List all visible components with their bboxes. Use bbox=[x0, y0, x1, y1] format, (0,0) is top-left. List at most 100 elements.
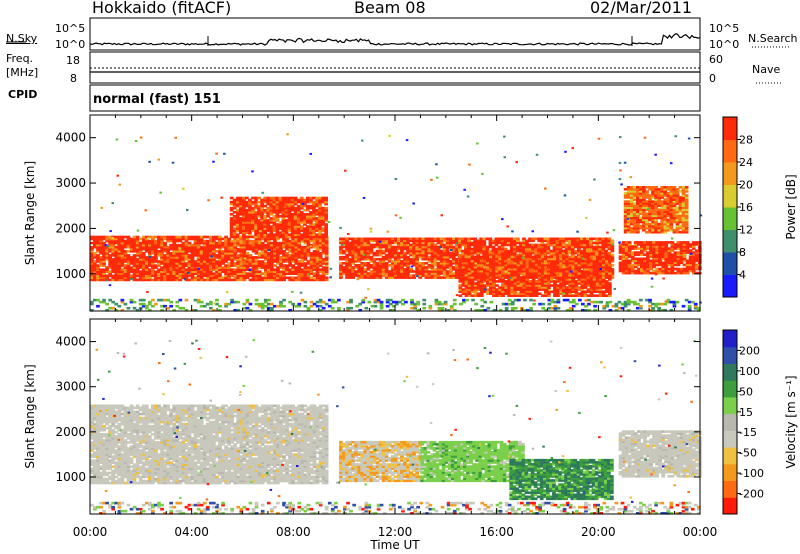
heatmap-cell bbox=[369, 264, 374, 267]
heatmap-cell bbox=[190, 260, 195, 263]
heatmap-cell bbox=[470, 286, 475, 289]
heatmap-cell bbox=[503, 249, 508, 253]
heatmap-cell bbox=[522, 290, 527, 293]
heatmap-cell bbox=[166, 262, 170, 265]
heatmap-cell bbox=[418, 264, 423, 267]
heatmap-cell bbox=[339, 262, 343, 265]
heatmap-cell bbox=[375, 276, 380, 279]
heatmap-cell bbox=[151, 243, 155, 247]
heatmap-cell bbox=[458, 249, 462, 253]
heatmap-cell bbox=[649, 267, 653, 271]
heatmap-cell bbox=[126, 276, 131, 280]
heatmap-cell bbox=[184, 235, 189, 239]
heatmap-cell bbox=[245, 231, 249, 234]
heatmap-cell bbox=[315, 256, 320, 259]
heatmap-cell bbox=[610, 257, 615, 261]
heatmap-cell bbox=[592, 261, 597, 265]
heatmap-cell bbox=[284, 196, 289, 200]
heatmap-cell bbox=[263, 204, 267, 208]
heatmap-cell bbox=[504, 290, 508, 293]
heatmap-cell bbox=[372, 276, 377, 279]
heatmap-cell bbox=[390, 264, 395, 267]
heatmap-cell bbox=[303, 278, 308, 282]
heatmap-cell bbox=[397, 274, 401, 277]
heatmap-cell bbox=[489, 282, 493, 285]
heatmap-cell bbox=[378, 272, 383, 275]
heatmap-cell bbox=[552, 247, 557, 251]
heatmap-cell bbox=[263, 264, 268, 267]
heatmap-cell bbox=[543, 251, 548, 255]
heatmap-cell bbox=[105, 266, 109, 269]
heatmap-cell bbox=[464, 265, 469, 269]
heatmap-cell bbox=[187, 270, 192, 273]
heatmap-cell bbox=[598, 241, 602, 245]
heatmap-cell bbox=[366, 243, 371, 247]
heatmap-cell bbox=[148, 235, 152, 239]
heatmap-cell bbox=[169, 256, 173, 259]
heatmap-cell bbox=[303, 233, 307, 236]
heatmap-cell bbox=[227, 258, 231, 261]
heatmap-cell bbox=[433, 274, 438, 277]
heatmap-cell bbox=[151, 250, 155, 253]
heatmap-cell bbox=[175, 272, 180, 275]
heatmap-cell bbox=[93, 252, 97, 255]
heatmap-cell bbox=[296, 211, 301, 214]
heatmap-cell bbox=[275, 231, 280, 234]
heatmap-cell bbox=[288, 278, 292, 282]
heatmap-cell bbox=[504, 274, 508, 277]
heatmap-cell bbox=[504, 267, 508, 271]
heatmap-cell bbox=[461, 249, 465, 253]
heatmap-cell bbox=[202, 266, 207, 269]
heatmap-cell bbox=[646, 269, 650, 273]
heatmap-cell bbox=[209, 243, 213, 247]
heatmap-cell bbox=[172, 241, 177, 245]
heatmap-cell bbox=[550, 276, 554, 279]
heatmap-cell bbox=[464, 249, 468, 253]
heatmap-cell bbox=[297, 260, 302, 263]
heatmap-cell bbox=[509, 241, 514, 245]
heatmap-cell bbox=[215, 241, 219, 245]
heatmap-cell bbox=[230, 247, 234, 251]
heatmap-cell bbox=[287, 221, 292, 224]
heatmap-cell bbox=[403, 262, 407, 265]
heatmap-cell bbox=[433, 257, 438, 261]
heatmap-cell bbox=[464, 261, 469, 265]
heatmap-cell bbox=[190, 274, 195, 278]
heatmap-cell bbox=[442, 245, 447, 249]
heatmap-cell bbox=[172, 264, 177, 267]
heatmap-cell bbox=[381, 239, 386, 243]
heatmap-cell bbox=[534, 265, 539, 269]
heatmap-cell bbox=[90, 241, 94, 245]
heatmap-cell bbox=[467, 237, 471, 241]
heatmap-cell bbox=[232, 227, 237, 230]
heatmap-cell bbox=[403, 253, 407, 257]
heatmap-cell bbox=[108, 258, 112, 261]
heatmap-cell bbox=[90, 270, 94, 273]
heatmap-cell bbox=[577, 247, 581, 251]
heatmap-cell bbox=[120, 260, 125, 263]
heatmap-cell bbox=[205, 239, 210, 243]
heatmap-cell bbox=[592, 286, 597, 289]
heatmap-cell bbox=[464, 292, 469, 295]
heatmap-cell bbox=[236, 250, 241, 253]
heatmap-cell bbox=[318, 231, 322, 234]
heatmap-cell bbox=[239, 245, 244, 249]
heatmap-cell bbox=[108, 254, 112, 257]
heatmap-cell bbox=[589, 280, 594, 283]
heatmap-cell bbox=[199, 274, 204, 278]
heatmap-cell bbox=[132, 274, 137, 278]
heatmap-cell bbox=[676, 261, 681, 265]
heatmap-cell bbox=[372, 257, 377, 261]
heatmap-cell bbox=[321, 215, 325, 218]
heatmap-cell bbox=[448, 274, 453, 277]
heatmap-cell bbox=[229, 221, 234, 224]
heatmap-cell bbox=[630, 257, 635, 261]
heatmap-cell bbox=[406, 274, 410, 277]
heatmap-cell bbox=[586, 284, 591, 287]
heatmap-cell bbox=[324, 252, 329, 255]
heatmap-cell bbox=[646, 253, 650, 256]
heatmap-cell bbox=[360, 274, 365, 277]
heatmap-cell bbox=[169, 266, 173, 269]
heatmap-cell bbox=[163, 256, 167, 259]
heatmap-cell bbox=[111, 241, 115, 245]
